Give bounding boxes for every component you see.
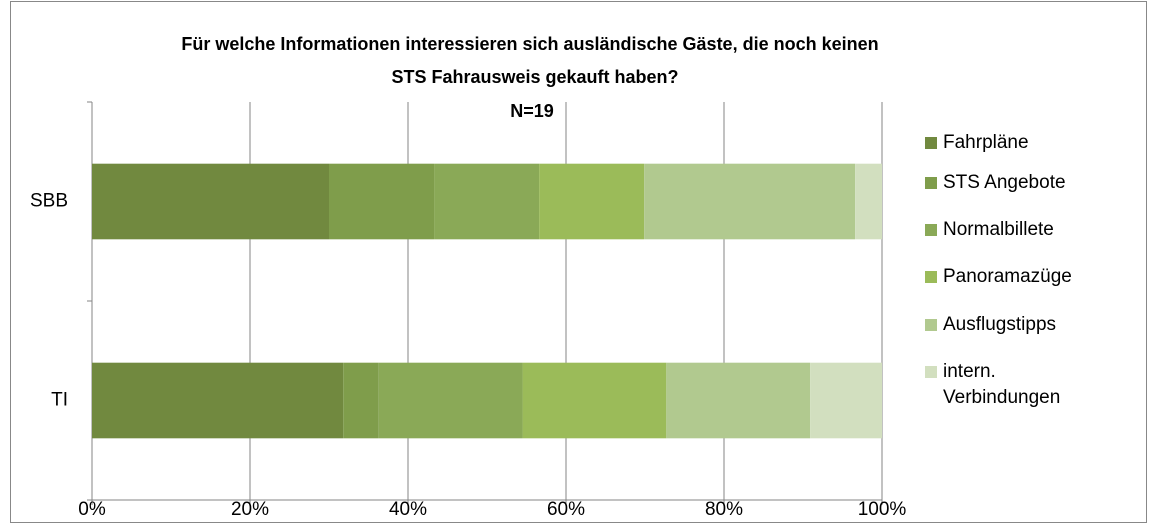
legend-label: Normalbillete bbox=[943, 219, 1054, 240]
x-tick-label: 60% bbox=[547, 499, 585, 520]
legend-swatch bbox=[925, 177, 937, 189]
legend-item: Fahrpläne bbox=[925, 130, 1145, 156]
bar-segment bbox=[434, 163, 540, 240]
bar-segment bbox=[343, 362, 379, 439]
legend-item: STS Angebote bbox=[925, 170, 1145, 196]
legend-swatch bbox=[925, 137, 937, 149]
legend-item: Panoramazüge bbox=[925, 264, 1145, 290]
legend-label: intern. Verbindungen bbox=[943, 361, 1061, 408]
chart-subtitle: N=19 bbox=[510, 101, 554, 121]
legend-swatch bbox=[925, 366, 937, 378]
y-tick-label: TI bbox=[51, 390, 68, 411]
legend-swatch bbox=[925, 319, 937, 331]
x-tick-label: 20% bbox=[231, 499, 269, 520]
bar-segment bbox=[539, 163, 645, 240]
legend-label: STS Angebote bbox=[943, 172, 1066, 193]
bar-segment bbox=[378, 362, 523, 439]
bar-segment bbox=[810, 362, 882, 439]
legend-label: Ausflugstipps bbox=[943, 314, 1057, 335]
legend-item: Normalbillete bbox=[925, 217, 1145, 243]
legend-item: Ausflugstipps bbox=[925, 312, 1145, 338]
x-tick-label: 80% bbox=[705, 499, 743, 520]
legend-swatch bbox=[925, 271, 937, 283]
chart-title: Für welche Informationen interessieren s… bbox=[181, 34, 878, 54]
x-tick-label: 100% bbox=[858, 499, 907, 520]
bar-segment bbox=[522, 362, 667, 439]
chart-title: STS Fahrausweis gekauft haben? bbox=[391, 67, 678, 87]
legend-label: Fahrpläne bbox=[943, 132, 1029, 153]
bar-segment bbox=[92, 362, 344, 439]
bar-segment bbox=[666, 362, 811, 439]
x-tick-label: 0% bbox=[78, 499, 106, 520]
bar-segment bbox=[92, 163, 329, 240]
y-tick-label: SBB bbox=[30, 191, 68, 212]
legend-item: intern. Verbindungen bbox=[925, 359, 1145, 411]
legend-label: Panoramazüge bbox=[943, 266, 1072, 287]
x-tick-label: 40% bbox=[389, 499, 427, 520]
bar-segment bbox=[329, 163, 435, 240]
bar-segment bbox=[855, 163, 882, 240]
legend-swatch bbox=[925, 224, 937, 236]
bar-segment bbox=[644, 163, 856, 240]
